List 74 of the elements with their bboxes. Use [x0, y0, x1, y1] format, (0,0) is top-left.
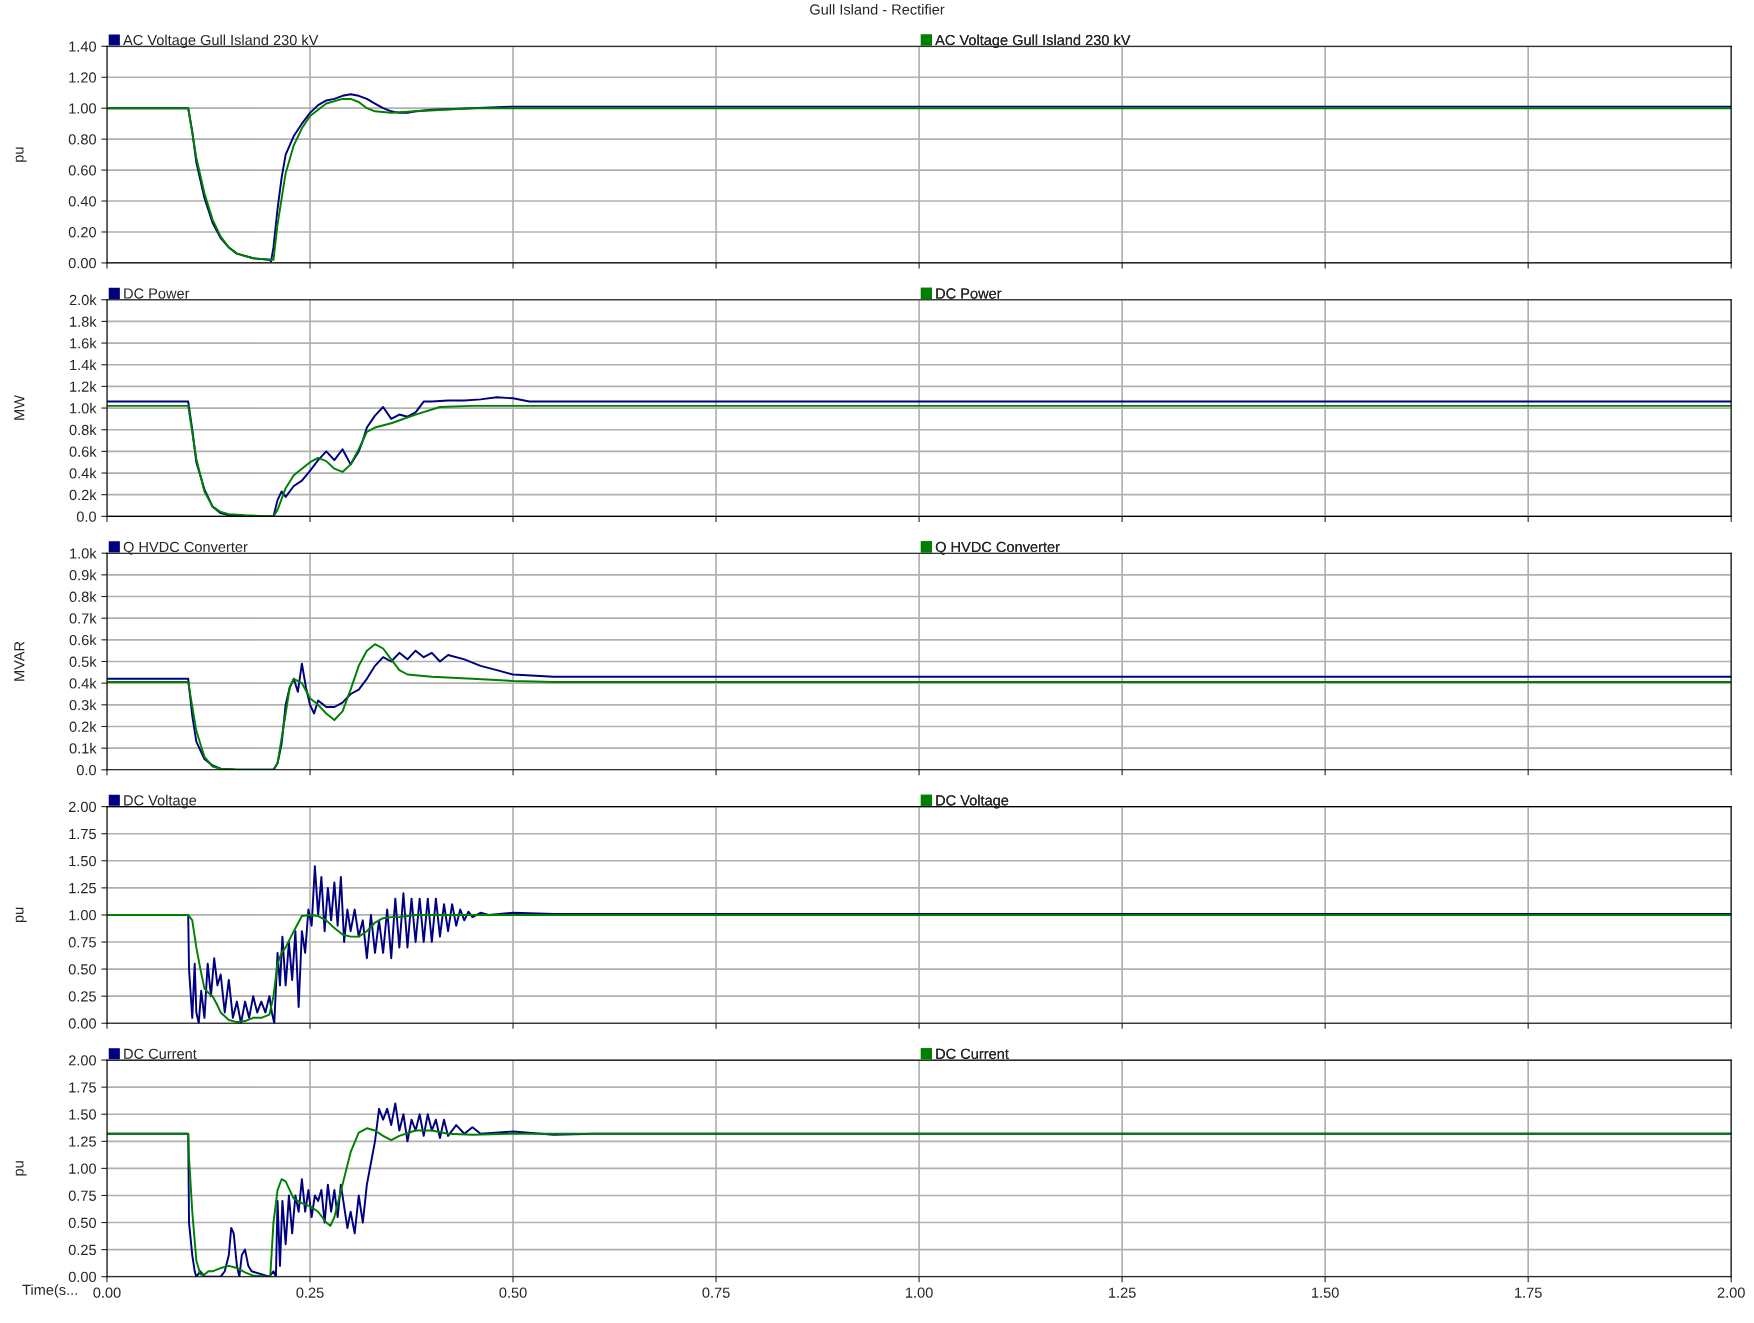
y-tick-label: 0.0: [76, 511, 97, 522]
y-tick-label: 0.20: [68, 227, 97, 238]
legend-label: DC Power: [936, 288, 1002, 299]
y-tick-label: 1.40: [69, 41, 97, 52]
y-tick-label: 2.0k: [69, 294, 97, 306]
legend-label: DC Voltage: [936, 794, 1009, 809]
y-tick-label: 0.7k: [69, 612, 97, 624]
y-tick-label: 1.00: [69, 910, 97, 921]
x-tick-label: 1.75: [1515, 1287, 1542, 1298]
y-tick-label: 0.9k: [69, 569, 97, 581]
x-tick-label: 0.75: [702, 1287, 730, 1298]
y-tick-label: 1.00: [69, 1163, 97, 1174]
y-tick-label: 0.6k: [69, 634, 97, 646]
chart-title: Gull Island - Rectifier: [810, 3, 945, 15]
y-tick-label: 1.0k: [70, 547, 97, 559]
y-tick-label: 1.6k: [70, 337, 97, 349]
y-tick-label: 0.25: [68, 1244, 96, 1256]
y-axis-title: MW: [14, 395, 25, 420]
legend-label: DC Power: [124, 288, 190, 299]
x-tick-label: 0.00: [93, 1287, 121, 1298]
y-axis-title: pu: [15, 1161, 27, 1176]
y-tick-label: 1.4k: [70, 359, 97, 371]
y-tick-label: 0.0: [76, 764, 97, 776]
y-tick-label: 0.8k: [69, 591, 97, 602]
y-tick-label: 0.60: [68, 165, 97, 176]
y-tick-label: 0.8k: [69, 424, 97, 436]
y-tick-label: 0.40: [68, 196, 97, 207]
x-tick-label: 2.00: [1717, 1287, 1745, 1298]
legend-label: DC Current: [124, 1048, 197, 1059]
y-tick-label: 0.6k: [69, 446, 97, 457]
y-tick-label: 0.5k: [69, 656, 97, 667]
legend-label: AC Voltage Gull Island 230 kV: [935, 34, 1131, 49]
x-tick-label: 1.50: [1312, 1287, 1339, 1298]
legend-label: Q HVDC Converter: [123, 541, 248, 555]
y-tick-label: 0.2k: [69, 721, 97, 732]
y-tick-label: 0.00: [68, 1271, 97, 1283]
y-tick-label: 0.3k: [69, 699, 97, 711]
y-tick-label: 0.4k: [69, 467, 97, 479]
y-tick-label: 2.00: [68, 1055, 97, 1066]
legend-label: AC Voltage Gull Island 230 kV: [123, 34, 319, 49]
y-tick-label: 1.8k: [70, 316, 97, 327]
y-tick-label: 1.00: [69, 103, 97, 114]
y-tick-label: 1.75: [69, 1082, 96, 1093]
y-tick-label: 1.25: [69, 1136, 96, 1147]
y-tick-label: 0.2k: [69, 489, 97, 501]
y-tick-label: 0.80: [68, 134, 97, 145]
legend-label: DC Voltage: [124, 794, 197, 809]
y-tick-label: 1.50: [69, 1109, 97, 1120]
y-tick-label: 0.00: [68, 258, 97, 269]
x-axis-title: Time(s...: [22, 1284, 77, 1298]
y-tick-label: 0.50: [68, 1217, 97, 1228]
x-tick-label: 0.25: [296, 1287, 324, 1298]
y-tick-label: 1.50: [69, 855, 97, 867]
x-tick-label: 0.50: [499, 1287, 527, 1298]
y-tick-label: 1.75: [69, 828, 96, 840]
y-tick-label: 1.25: [69, 882, 96, 894]
y-tick-label: 0.25: [68, 991, 96, 1002]
y-axis-title: pu: [15, 147, 27, 162]
y-tick-label: 0.75: [68, 1190, 96, 1201]
y-tick-label: 0.50: [68, 964, 97, 975]
y-tick-label: 0.4k: [69, 677, 97, 689]
y-tick-label: 1.0k: [70, 402, 97, 414]
legend-label: Q HVDC Converter: [935, 541, 1060, 555]
y-axis-title: MVAR: [14, 641, 25, 681]
y-tick-label: 1.20: [69, 72, 97, 83]
y-tick-label: 0.1k: [69, 742, 97, 754]
y-tick-label: 2.00: [68, 801, 97, 813]
y-axis-title: pu: [15, 907, 27, 923]
legend-label: DC Current: [936, 1048, 1009, 1059]
y-tick-label: 1.2k: [70, 381, 97, 392]
y-tick-label: 0.75: [68, 937, 96, 948]
y-tick-label: 0.00: [68, 1018, 97, 1029]
x-tick-label: 1.25: [1109, 1287, 1136, 1298]
x-tick-label: 1.00: [906, 1287, 933, 1298]
